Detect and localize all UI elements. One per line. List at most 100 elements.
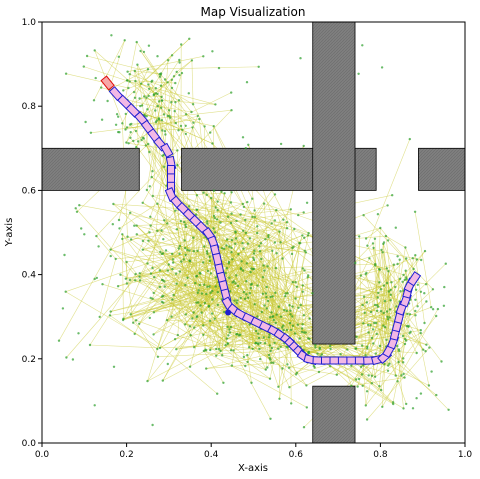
tree-edge bbox=[367, 243, 384, 349]
x-tick-label: 0.2 bbox=[119, 450, 133, 460]
tree-node bbox=[230, 238, 234, 242]
tree-node bbox=[258, 347, 261, 351]
tree-node bbox=[170, 54, 174, 57]
tree-node bbox=[370, 374, 374, 377]
tree-edge bbox=[133, 322, 218, 394]
tree-node bbox=[298, 337, 301, 340]
tree-edge bbox=[117, 260, 190, 287]
tree-node bbox=[171, 298, 174, 301]
tree-node bbox=[263, 342, 267, 345]
tree-node bbox=[405, 278, 408, 281]
tree-node bbox=[177, 129, 180, 132]
tree-node bbox=[290, 402, 293, 405]
tree-node bbox=[286, 292, 289, 295]
tree-node bbox=[379, 310, 383, 313]
tree-node bbox=[282, 324, 285, 327]
tree-node bbox=[380, 388, 383, 392]
tree-node bbox=[242, 355, 246, 359]
tree-node bbox=[248, 237, 252, 240]
tree-node bbox=[286, 346, 289, 349]
tree-edge bbox=[122, 276, 155, 321]
tree-node bbox=[243, 297, 247, 300]
tree-edge bbox=[130, 286, 208, 315]
tree-edge bbox=[131, 228, 203, 240]
tree-node bbox=[235, 219, 238, 222]
tree-node bbox=[163, 219, 166, 222]
tree-edge bbox=[233, 350, 271, 419]
tree-node bbox=[198, 283, 201, 287]
tree-node bbox=[263, 269, 266, 272]
tree-node bbox=[291, 281, 294, 284]
tree-node bbox=[297, 213, 300, 217]
tree-node bbox=[125, 260, 128, 264]
tree-node bbox=[394, 374, 397, 377]
tree-node bbox=[206, 269, 210, 273]
tree-node bbox=[175, 348, 178, 351]
tree-edge bbox=[127, 56, 204, 72]
tree-node bbox=[98, 315, 101, 319]
tree-node bbox=[175, 282, 178, 285]
tree-node bbox=[419, 290, 423, 293]
tree-node bbox=[382, 311, 385, 315]
tree-edge bbox=[176, 60, 193, 73]
tree-edge bbox=[171, 283, 177, 317]
tree-edge bbox=[165, 79, 173, 135]
tree-node bbox=[385, 281, 389, 285]
tree-edge bbox=[175, 115, 198, 124]
tree-node bbox=[203, 283, 206, 286]
tree-node bbox=[420, 258, 423, 262]
tree-edge bbox=[365, 274, 404, 363]
tree-node bbox=[209, 291, 212, 294]
tree-node bbox=[335, 373, 338, 376]
tree-node bbox=[129, 131, 132, 134]
tree-edge bbox=[199, 272, 271, 318]
tree-node bbox=[217, 348, 221, 351]
tree-node bbox=[293, 227, 296, 231]
tree-node bbox=[141, 239, 145, 243]
tree-node bbox=[108, 314, 112, 317]
tree-node bbox=[241, 241, 244, 245]
chart-title: Map Visualization bbox=[201, 5, 306, 19]
tree-node bbox=[384, 234, 388, 238]
tree-node bbox=[389, 299, 392, 302]
tree-node bbox=[359, 274, 363, 277]
tree-edge bbox=[156, 100, 163, 121]
tree-edge bbox=[89, 344, 161, 349]
tree-node bbox=[186, 276, 189, 279]
path-boxes bbox=[100, 75, 422, 366]
tree-node bbox=[268, 356, 271, 360]
tree-edge bbox=[136, 225, 158, 232]
tree-node bbox=[245, 262, 248, 265]
tree-node bbox=[362, 364, 365, 367]
tree-node bbox=[305, 406, 308, 409]
tree-node bbox=[425, 343, 428, 346]
tree-edge bbox=[96, 235, 116, 260]
tree-node bbox=[414, 288, 418, 291]
tree-node bbox=[239, 266, 243, 270]
tree-node bbox=[65, 356, 68, 359]
tree-node bbox=[270, 346, 274, 350]
tree-node bbox=[256, 225, 259, 228]
tree-node bbox=[270, 311, 273, 314]
tree-node bbox=[202, 333, 205, 336]
tree-edge bbox=[383, 285, 442, 362]
tree-nodes bbox=[57, 34, 450, 429]
tree-node bbox=[223, 192, 226, 195]
tree-edge bbox=[135, 273, 229, 336]
tree-edge bbox=[289, 305, 292, 330]
tree-node bbox=[396, 255, 399, 258]
tree-node bbox=[182, 258, 185, 261]
tree-node bbox=[158, 285, 161, 289]
tree-node bbox=[100, 118, 104, 121]
tree-node bbox=[125, 126, 129, 129]
tree-edge bbox=[390, 250, 426, 301]
tree-edge bbox=[177, 115, 199, 166]
tree-node bbox=[357, 377, 361, 381]
tree-node bbox=[216, 291, 219, 294]
tree-node bbox=[129, 313, 132, 316]
tree-node bbox=[440, 360, 443, 363]
tree-node bbox=[381, 251, 384, 254]
tree-edge bbox=[157, 230, 243, 244]
tree-node bbox=[228, 331, 232, 334]
tree-node bbox=[391, 401, 395, 404]
